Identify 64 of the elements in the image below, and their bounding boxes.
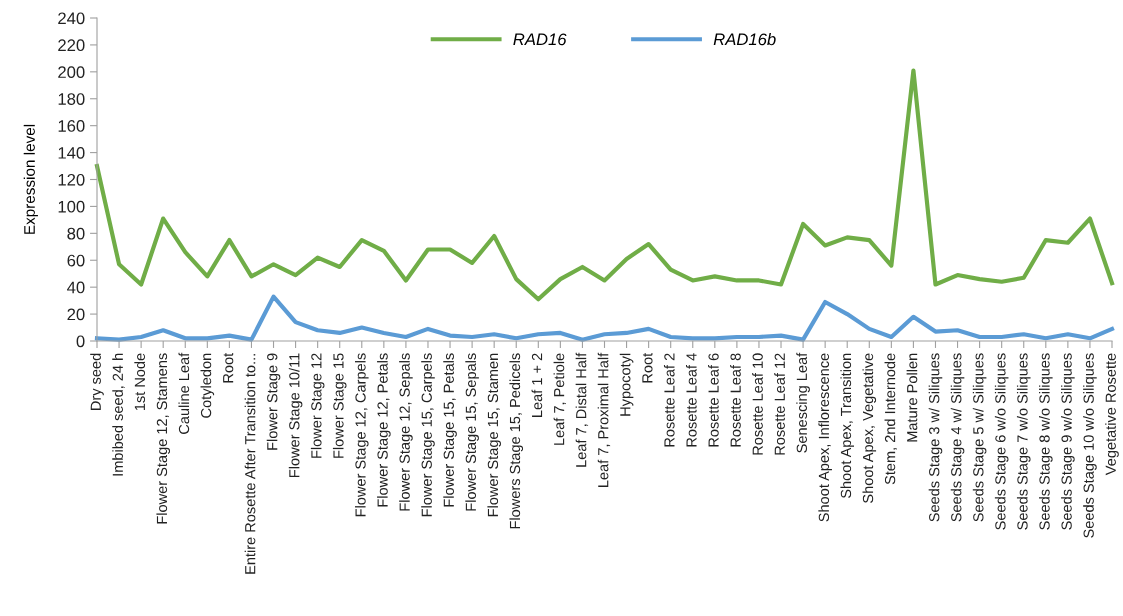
x-tick-label: Root — [223, 352, 234, 383]
x-tick-label: Root — [642, 352, 653, 383]
x-tick-label: Seeds Stage 9 w/o Siliques — [1061, 353, 1075, 530]
y-tick-label: 200 — [58, 66, 85, 79]
x-tick-label: Vegetative Rosette — [1105, 353, 1119, 476]
x-tick-label: Senescing Leaf — [796, 352, 810, 453]
x-tick-label: Rosette Leaf 8 — [730, 353, 741, 447]
y-tick-label: 20 — [67, 308, 85, 321]
x-tick-label: Flower Stage 15, Carpels — [421, 353, 435, 517]
y-tick-label: 140 — [58, 146, 85, 159]
x-tick-label: Leaf 7, Distal Half — [575, 352, 589, 467]
y-tick-label: 120 — [58, 173, 85, 186]
x-tick-label: Leaf 1 + 2 — [531, 353, 543, 417]
x-tick-label: Rosette Leaf 6 — [708, 353, 719, 447]
line-series — [94, 68, 1115, 302]
x-tick-label: Leaf 7, Proximal Half — [597, 352, 611, 487]
x-tick-label: Flower Stage 15 — [332, 353, 347, 458]
y-tick-label: 60 — [67, 254, 85, 267]
x-tick-label: Flower Stage 10/11 — [288, 353, 303, 477]
y-tick-label: 100 — [58, 200, 85, 213]
x-tick-label: Flower Stage 12, Petals — [377, 353, 391, 507]
x-tick-label: Seeds Stage 8 w/o Siliques — [1039, 353, 1053, 530]
x-tick-label: Flower Stage 15, Stamen — [487, 353, 501, 517]
x-tick-label: Rosette Leaf 12 — [774, 353, 785, 455]
y-tick-label: 180 — [58, 93, 85, 105]
x-tick-label: Flower Stage 15, Petals — [443, 353, 457, 507]
x-tick-label: Flower Stage 12 — [310, 353, 325, 458]
x-tick-label: Seeds Stage 6 w/o Siliques — [994, 353, 1009, 530]
x-tick-label: Shoot Apex, Transition — [840, 353, 855, 499]
x-tick-label: Flower Stage 12, Stamens — [156, 353, 170, 524]
x-tick-label: Imbibed seed, 24 h — [112, 353, 125, 476]
x-tick-label: Flower Stage 9 — [266, 353, 281, 450]
x-tick-label: Rosette Leaf 4 — [685, 353, 697, 447]
x-tick-label: Dry seed — [90, 353, 104, 410]
x-tick-label: Rosette Leaf 10 — [752, 353, 763, 455]
x-tick-label: Seeds Stage 5 w/ Siliques — [972, 353, 987, 522]
x-tick-label: Flower Stage 15, Sepals — [465, 353, 479, 511]
x-tick-label: Seeds Stage 10 w/o Siliques — [1083, 353, 1097, 538]
y-tick-label: 160 — [58, 120, 85, 132]
legend-label: RAD16 — [513, 33, 567, 46]
x-tick-label: Flower Stage 12, Carpels — [354, 353, 369, 517]
x-tick-label: Hypocotyl — [619, 353, 634, 416]
x-tick-label: Shoot Apex, Inflorescence — [818, 353, 832, 522]
x-tick-label: Seeds Stage 4 w/ Siliques — [950, 353, 965, 522]
y-tick-label: 240 — [58, 12, 85, 25]
x-tick-label: Rosette Leaf 2 — [663, 353, 675, 447]
x-tick-label: 1st Node — [134, 353, 146, 411]
x-tick-label: Shoot Apex, Vegetative — [862, 353, 877, 503]
y-tick-label: 40 — [67, 281, 85, 294]
x-tick-label: Cotyledon — [200, 353, 215, 418]
x-tick-label: Flower Stage 12, Sepals — [399, 353, 413, 511]
y-axis-title: Expression level — [23, 124, 38, 234]
x-tick-label: Mature Pollen — [906, 353, 918, 442]
legend-label: RAD16b — [713, 33, 776, 46]
x-tick-label: Flowers Stage 15, Pedicels — [509, 353, 524, 529]
x-tick-label: Stem, 2nd Internode — [884, 353, 897, 485]
x-tick-label: Cauline Leaf — [178, 352, 190, 434]
y-tick-label: 80 — [67, 227, 85, 240]
x-tick-label: Leaf 7, Petiole — [553, 353, 567, 445]
y-tick-label: 0 — [76, 335, 85, 348]
y-tick-label: 220 — [58, 39, 85, 52]
x-tick-label: Seeds Stage 7 w/o Siliques — [1016, 353, 1031, 530]
x-tick-label: Entire Rosette After Transition to... — [244, 354, 256, 574]
x-tick-label: Seeds Stage 3 w/ Siliques — [928, 353, 943, 522]
